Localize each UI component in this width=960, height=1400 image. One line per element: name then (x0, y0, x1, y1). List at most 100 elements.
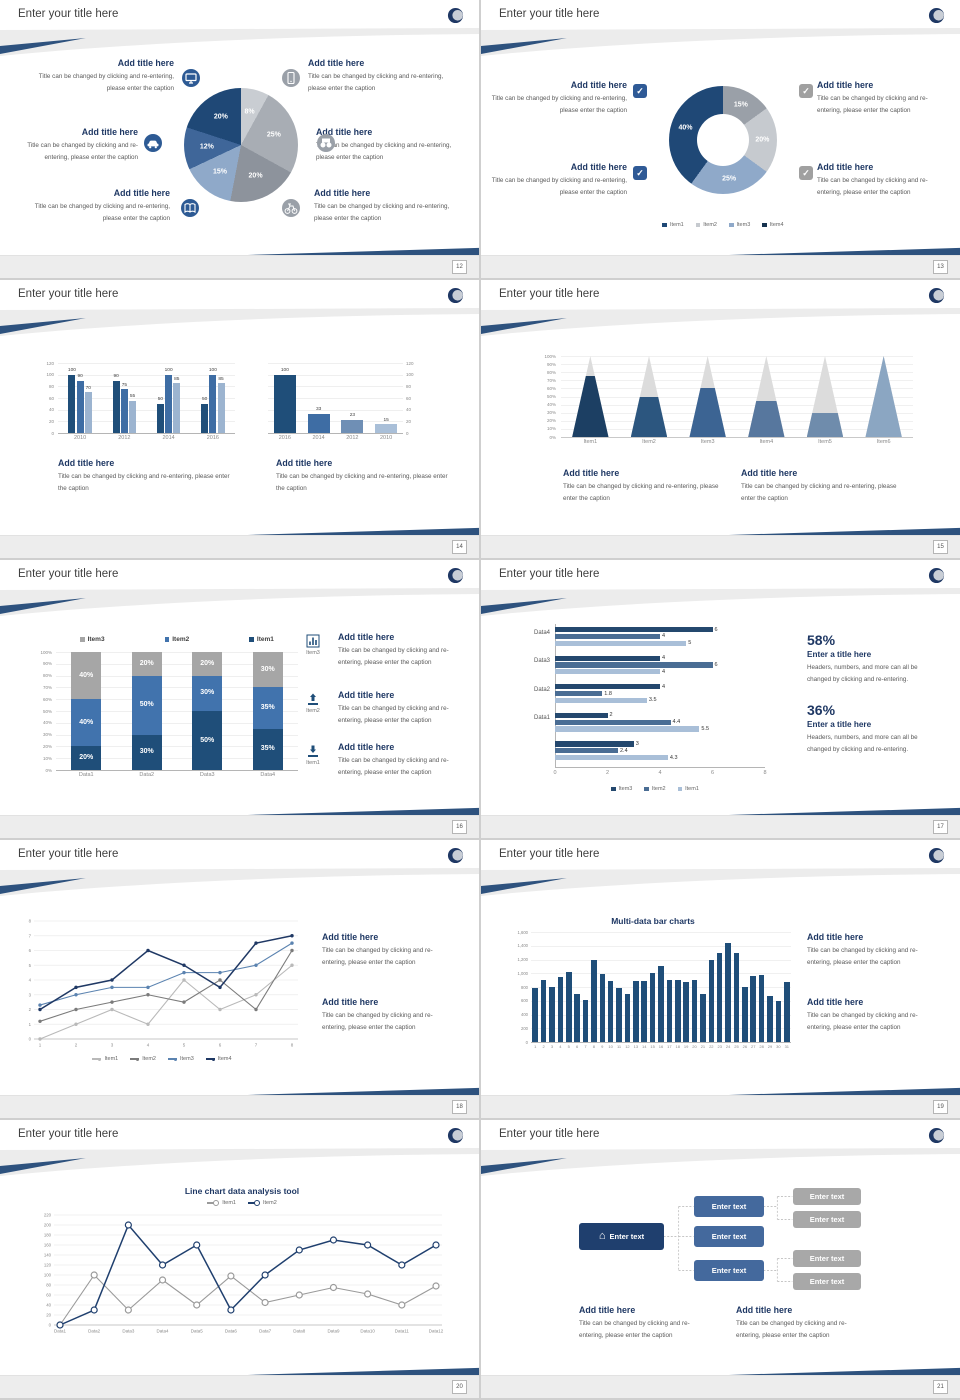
phone-icon (282, 69, 300, 87)
slide-footer: 12 (0, 255, 479, 278)
upload-icon (306, 692, 320, 706)
page-number: 20 (452, 1380, 467, 1394)
tree-mid-box[interactable]: Enter text (694, 1226, 764, 1247)
donut-chart: 15% 20% 25% 40% Item1 Item2 Item3 Item4 (661, 86, 785, 228)
page-number: 12 (452, 260, 467, 274)
footer-swoosh (244, 1087, 479, 1096)
svg-text:Data3: Data3 (122, 1329, 135, 1334)
checkbox-checked-icon[interactable]: ✓ (799, 84, 813, 98)
logo-icon (447, 7, 464, 24)
svg-text:200: 200 (44, 1223, 52, 1228)
monitor-icon (182, 69, 200, 87)
text-block: Add title here Title can be changed by cl… (322, 932, 433, 966)
svg-text:2: 2 (29, 1007, 32, 1012)
home-icon: ⌂ (598, 1230, 606, 1242)
stat-block: 58% Enter a title here Headers, numbers, a… (807, 632, 939, 685)
checkbox-checked-icon[interactable]: ✓ (799, 166, 813, 180)
slide-multi-bar[interactable]: Enter your title here Multi-data bar cha… (481, 840, 960, 1118)
tree-leaf-box[interactable]: Enter text (793, 1273, 861, 1290)
slide-footer: 15 (481, 535, 960, 558)
logo-icon (447, 847, 464, 864)
svg-text:Data1: Data1 (54, 1329, 67, 1334)
pie-chart: 8% 25% 20% 15% 12% 20% (184, 88, 298, 202)
slide-footer: 19 (481, 1095, 960, 1118)
footer-swoosh (725, 247, 960, 256)
chart-title: Line chart data analysis tool (184, 1186, 300, 1196)
slide-title: Enter your title here (18, 848, 119, 860)
tree-leaf-box[interactable]: Enter text (793, 1250, 861, 1267)
text-block: Add title here Title can be changed by cl… (58, 458, 230, 492)
svg-text:Data4: Data4 (157, 1329, 170, 1334)
checkbox-checked-icon[interactable]: ✓ (633, 166, 647, 180)
svg-text:100: 100 (44, 1273, 52, 1278)
svg-text:180: 180 (44, 1233, 52, 1238)
tree-mid-box[interactable]: Enter text (694, 1260, 764, 1281)
svg-text:0: 0 (29, 1037, 32, 1042)
header-swoosh (481, 868, 960, 896)
tree-box-label: Enter text (609, 1232, 645, 1241)
slide-donut[interactable]: Enter your title here Add title here Titl… (481, 0, 960, 278)
text-block: Add title here Title can be changed by cl… (322, 997, 433, 1031)
slide-title: Enter your title here (499, 1128, 600, 1140)
pyramid-chart: 0% 10% 20% 30% 40% 50% 60% 70% 80% 90% 100% Item1 It… (537, 352, 913, 448)
tree-leaf-box[interactable]: Enter text (793, 1211, 861, 1228)
footer-swoosh (244, 527, 479, 536)
horizontal-bar-chart: Data4 6 4 5 Data3 4 6 4 Data2 4 1.8 3.5 Data1 2 4.4 5.5… (521, 622, 789, 792)
page-number: 13 (933, 260, 948, 274)
slide-title: Enter your title here (18, 8, 119, 20)
header-swoosh (0, 868, 479, 896)
svg-text:4: 4 (29, 978, 32, 983)
car-icon (144, 134, 162, 152)
slide-footer: 14 (0, 535, 479, 558)
logo-icon (928, 287, 945, 304)
slide-pie[interactable]: Enter your title here Add title here Titl… (0, 0, 479, 278)
bar-chart-icon (306, 634, 320, 648)
svg-text:Data7: Data7 (259, 1329, 272, 1334)
footer-swoosh (725, 1367, 960, 1376)
descending-bar-chart: 0 20 40 60 80 100 120 100 2016 33 2014 23 2012 15 2010 (268, 356, 423, 444)
tree-root-box[interactable]: ⌂ Enter text (579, 1223, 664, 1250)
logo-icon (447, 287, 464, 304)
tree-mid-box[interactable]: Enter text (694, 1196, 764, 1217)
svg-text:Data10: Data10 (360, 1329, 375, 1334)
svg-text:0: 0 (49, 1323, 52, 1328)
text-block: Add title here Title can be changed by cl… (817, 80, 928, 114)
text-block: Add title here Title can be changed by cl… (563, 468, 719, 502)
svg-text:120: 120 (44, 1263, 52, 1268)
text-block: Add title here Title can be changed by cl… (491, 162, 627, 196)
text-block: Add title here Title can be changed by cl… (579, 1305, 690, 1339)
text-block: Add title here Title can be changed by cl… (736, 1305, 847, 1339)
slide-tree-diagram[interactable]: Enter your title here ⌂ Enter text Enter … (481, 1120, 960, 1398)
header-swoosh (0, 588, 479, 616)
slide-line-analysis[interactable]: Enter your title here Line chart data an… (0, 1120, 479, 1398)
tree-leaf-box[interactable]: Enter text (793, 1188, 861, 1205)
svg-text:3: 3 (111, 1043, 114, 1048)
slide-footer: 20 (0, 1375, 479, 1398)
svg-text:6: 6 (219, 1043, 222, 1048)
line-chart: 0 1 2 3 4 5 6 7 8 1 2 3 4 5 6 7 8 Item1 Item2 Item3 Item4 (28, 918, 298, 1062)
multi-bar-chart: 0 200 400 600 800 1,000 1,200 1,400 1,600 1 2 3 4 5 6 7… (517, 929, 791, 1049)
slide-bar-charts[interactable]: Enter your title here 0 20 40 60 80 100 120 100… (0, 280, 479, 558)
header-swoosh (481, 588, 960, 616)
header-swoosh (481, 1148, 960, 1176)
slide-stacked-bar[interactable]: Enter your title here Item3 Item2 Item1 0% 1… (0, 560, 479, 838)
footer-swoosh (244, 1367, 479, 1376)
svg-text:7: 7 (255, 1043, 258, 1048)
slide-footer: 16 (0, 815, 479, 838)
svg-text:Data8: Data8 (293, 1329, 306, 1334)
slide-horizontal-bar[interactable]: Enter your title here Data4 6 4 5 Data3 4 6 4 Da… (481, 560, 960, 838)
svg-text:Data5: Data5 (191, 1329, 204, 1334)
icon-label: Item1 (306, 760, 320, 766)
text-block: Add title here Title can be changed by cl… (741, 468, 897, 502)
svg-text:2: 2 (75, 1043, 78, 1048)
text-block: Add title here Title can be changed by cl… (817, 162, 928, 196)
text-block: Add title here Title can be changed by cl… (338, 690, 449, 724)
checkbox-checked-icon[interactable]: ✓ (633, 84, 647, 98)
slide-footer: 13 (481, 255, 960, 278)
svg-text:80: 80 (46, 1283, 51, 1288)
header-swoosh (0, 308, 479, 336)
slide-pyramid[interactable]: Enter your title here 0% 10% 20% 30% 40% 50% 6… (481, 280, 960, 558)
svg-text:60: 60 (46, 1293, 51, 1298)
